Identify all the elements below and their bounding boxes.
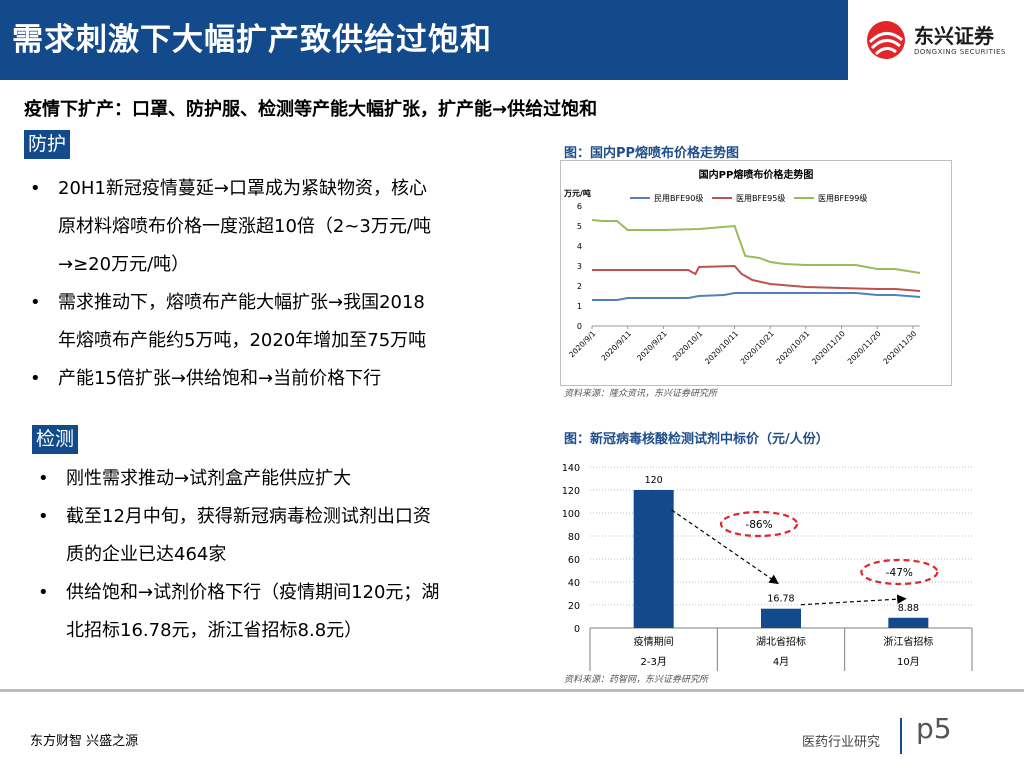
chart1-source: 资料来源：隆众资讯，东兴证券研究所 — [564, 389, 718, 399]
bar — [761, 608, 801, 628]
bullet-line: 原材料熔喷布价格一度涨超10倍（2~3万元/吨 — [58, 216, 431, 237]
y-tick-label: 5 — [577, 222, 582, 231]
bullet-list-protection: • 20H1新冠疫情蔓延→口罩成为紧缺物资，核心 原材料熔喷布价格一度涨超10倍… — [24, 170, 534, 398]
y-tick-label: 0 — [574, 624, 580, 635]
bullet-line: 20H1新冠疫情蔓延→口罩成为紧缺物资，核心 — [58, 178, 427, 199]
bullet-dot-icon: • — [38, 582, 49, 603]
legend-label: 医用BFE95级 — [736, 193, 785, 203]
y-tick-label: 6 — [577, 202, 582, 211]
annotation-label: -47% — [886, 567, 913, 579]
series-line-医用BFE95级 — [592, 264, 921, 292]
bullet-line: 质的企业已达464家 — [66, 544, 227, 565]
x-category-sublabel: 2-3月 — [640, 656, 666, 668]
bullet-item: • 需求推动下，熔喷布产能大幅扩张→我国2018 年熔喷布产能约5万吨，2020… — [24, 284, 534, 360]
footer-vertical-divider — [900, 718, 902, 754]
footer-report-type: 医药行业研究 — [802, 735, 881, 750]
bar-value-label: 120 — [645, 475, 663, 486]
bullet-line: 刚性需求推动→试剂盒产能供应扩大 — [66, 468, 352, 489]
bullet-item: • 截至12月中旬，获得新冠病毒检测试剂出口资 质的企业已达464家 — [32, 498, 542, 574]
footer-slogan: 东方财智 兴盛之源 — [30, 734, 139, 749]
bullet-dot-icon: • — [30, 368, 41, 389]
bullet-item: • 供给饱和→试剂价格下行（疫情期间120元；湖 北招标16.78元，浙江省招标… — [32, 574, 542, 650]
chart1-frame — [560, 160, 952, 386]
y-tick-label: 100 — [562, 509, 580, 520]
section-label-protection: 防护 — [24, 130, 71, 159]
company-logo: 东兴证券 DONGXING SECURITIES — [864, 18, 1014, 64]
y-tick-label: 3 — [577, 262, 582, 271]
bullet-item: • 刚性需求推动→试剂盒产能供应扩大 — [32, 460, 542, 498]
bar — [888, 617, 929, 628]
title-bar: 需求刺激下大幅扩产致供给过饱和 — [0, 0, 848, 80]
chart1-caption: 图：国内PP熔喷布价格走势图 — [564, 146, 740, 161]
bar — [633, 490, 674, 628]
y-tick-label: 140 — [562, 463, 580, 474]
y-tick-label: 1 — [577, 302, 582, 311]
y-tick-label: 40 — [568, 578, 580, 589]
test-kit-price-bar-chart: 0 20 40 60 80 100 120 140 120 疫情期间 2-3月 16.78 湖北省招标 4… — [562, 463, 973, 671]
y-tick-label: 20 — [568, 601, 580, 612]
x-category-label: 浙江省招标 — [883, 635, 933, 648]
trend-arrow — [671, 509, 779, 585]
legend-label: 民用BFE90级 — [654, 193, 703, 203]
annotation-label: -86% — [745, 519, 772, 531]
logo-name: 东兴证券 — [914, 24, 994, 48]
bullet-line: 截至12月中旬，获得新冠病毒检测试剂出口资 — [66, 506, 431, 527]
bar-value-label: 8.88 — [898, 603, 919, 614]
bullet-list-testing: • 刚性需求推动→试剂盒产能供应扩大 • 截至12月中旬，获得新冠病毒检测试剂出… — [32, 460, 542, 650]
y-tick-label: 0 — [577, 322, 582, 331]
bullet-line: 供给饱和→试剂价格下行（疫情期间120元；湖 — [66, 582, 440, 603]
bullet-item: • 20H1新冠疫情蔓延→口罩成为紧缺物资，核心 原材料熔喷布价格一度涨超10倍… — [24, 170, 534, 284]
slide-subtitle: 疫情下扩产：口罩、防护服、检测等产能大幅扩张，扩产能→供给过饱和 — [24, 99, 598, 120]
logo-mark-icon — [867, 21, 905, 59]
trend-arrow — [800, 594, 907, 606]
logo-subtitle: DONGXING SECURITIES — [914, 48, 1006, 56]
bullet-line: 北招标16.78元，浙江省招标8.8元） — [66, 620, 363, 641]
bar-value-label: 16.78 — [767, 594, 794, 605]
bullet-item: • 产能15倍扩张→供给饱和→当前价格下行 — [24, 360, 534, 398]
bullet-line: →≥20万元/吨） — [58, 254, 190, 275]
x-category-sublabel: 4月 — [773, 656, 789, 668]
page-title: 需求刺激下大幅扩产致供给过饱和 — [12, 22, 492, 58]
bullet-dot-icon: • — [38, 468, 49, 489]
bullet-dot-icon: • — [30, 292, 41, 313]
y-tick-label: 80 — [568, 532, 580, 543]
bullet-line: 年熔喷布产能约5万吨，2020年增加至75万吨 — [58, 330, 427, 351]
bullet-line: 需求推动下，熔喷布产能大幅扩张→我国2018 — [58, 292, 425, 313]
chart2-caption: 图：新冠病毒核酸检测试剂中标价（元/人份） — [564, 432, 829, 447]
x-category-label: 疫情期间 — [634, 635, 674, 648]
bullet-dot-icon: • — [30, 178, 41, 199]
footer-divider-line — [0, 689, 1024, 692]
header: 需求刺激下大幅扩产致供给过饱和 东兴证券 DONGXING SECURITIES — [0, 0, 1024, 80]
y-tick-label: 2 — [577, 282, 582, 291]
series-line-医用BFE99级 — [591, 219, 921, 274]
chart2-source: 资料来源：药智网，东兴证券研究所 — [564, 675, 709, 685]
bullet-line: 产能15倍扩张→供给饱和→当前价格下行 — [58, 368, 382, 389]
y-tick-label: 60 — [568, 555, 580, 566]
chart1-title: 国内PP熔喷布价格走势图 — [699, 168, 814, 181]
x-category-label: 湖北省招标 — [756, 635, 806, 648]
annotation-ellipse — [719, 510, 799, 538]
series-line-民用BFE90级 — [592, 292, 921, 301]
legend-label: 医用BFE99级 — [818, 193, 867, 203]
page-number: p5 — [916, 712, 952, 745]
y-tick-label: 4 — [577, 242, 582, 251]
annotation-ellipse — [860, 558, 939, 586]
x-category-sublabel: 10月 — [897, 656, 920, 668]
y-tick-label: 120 — [562, 486, 580, 497]
bullet-dot-icon: • — [38, 506, 49, 527]
chart1-ylabel: 万元/吨 — [563, 188, 591, 198]
section-label-testing: 检测 — [32, 425, 79, 454]
